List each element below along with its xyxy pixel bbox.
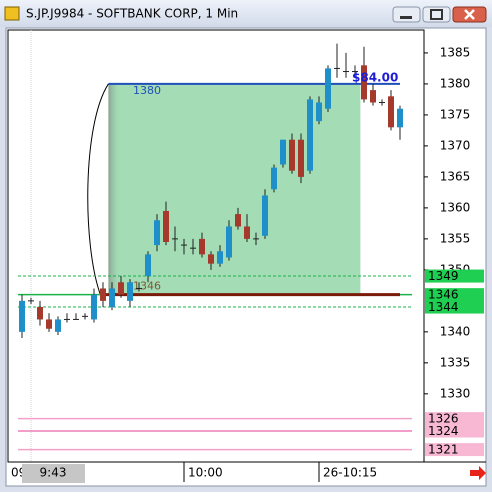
candle-body bbox=[100, 288, 106, 301]
level-label: 1321 bbox=[428, 443, 459, 457]
candle-body bbox=[271, 167, 277, 190]
candle-body bbox=[217, 251, 223, 264]
level-box bbox=[425, 424, 484, 438]
price-label: $84.00 bbox=[352, 70, 398, 84]
candle-body bbox=[46, 319, 52, 329]
level-box bbox=[425, 300, 484, 314]
close-glyph bbox=[464, 9, 475, 20]
y-tick-label: 1340 bbox=[440, 324, 471, 338]
x-tick-label: 10:00 bbox=[188, 466, 223, 480]
candle-body bbox=[145, 254, 151, 277]
scroll-arrow[interactable] bbox=[470, 466, 486, 480]
y-tick-label: 1365 bbox=[440, 169, 471, 183]
candle-body bbox=[91, 294, 97, 320]
candle-body bbox=[388, 96, 394, 128]
x-tick-label: 9:43 bbox=[40, 466, 67, 480]
zone-low-label: 1346 bbox=[133, 280, 161, 293]
candle-body bbox=[361, 65, 367, 100]
candle-body bbox=[316, 102, 322, 122]
maximize-button[interactable] bbox=[422, 6, 451, 23]
candle-body bbox=[127, 282, 133, 301]
zone-high-label: 1380 bbox=[133, 84, 161, 97]
level-label: 1344 bbox=[428, 300, 459, 314]
level-label: 1349 bbox=[428, 269, 459, 283]
y-tick-label: 1380 bbox=[440, 76, 471, 90]
minimize-glyph bbox=[400, 16, 412, 19]
candle-body bbox=[55, 319, 61, 332]
candle-body bbox=[325, 68, 331, 109]
level-box bbox=[425, 269, 484, 283]
y-tick-label: 1330 bbox=[440, 386, 471, 400]
level-box bbox=[425, 443, 484, 457]
window-icon bbox=[4, 6, 20, 21]
minimize-button[interactable] bbox=[392, 6, 421, 23]
candle-body bbox=[289, 139, 295, 171]
window-title: S.JP.J9984 - SOFTBANK CORP, 1 Min bbox=[26, 7, 238, 21]
candle-body bbox=[154, 220, 160, 246]
level-label: 1324 bbox=[428, 424, 459, 438]
x-tick-label: 26-10:15 bbox=[323, 466, 377, 480]
level-label: 1346 bbox=[428, 288, 459, 302]
candle-body bbox=[307, 99, 313, 171]
maximize-glyph bbox=[430, 9, 443, 20]
level-box bbox=[425, 412, 484, 426]
candle-body bbox=[280, 139, 286, 165]
candle-body bbox=[208, 254, 214, 264]
candle-body bbox=[244, 226, 250, 239]
y-tick-label: 1370 bbox=[440, 138, 471, 152]
candle-body bbox=[37, 307, 43, 320]
y-tick-label: 1335 bbox=[440, 355, 471, 369]
candle-body bbox=[397, 108, 403, 128]
candle-body bbox=[298, 139, 304, 177]
chart-layer: 1385138013751370136513601355135013401335… bbox=[11, 30, 484, 483]
candle-body bbox=[199, 238, 205, 255]
level-box bbox=[425, 288, 484, 302]
candle-body bbox=[19, 300, 25, 332]
y-tick-label: 1385 bbox=[440, 45, 471, 59]
y-tick-label: 1375 bbox=[440, 107, 471, 121]
candle-body bbox=[109, 288, 115, 308]
y-tick-label: 1360 bbox=[440, 200, 471, 214]
zone-arc bbox=[87, 83, 109, 295]
x-cursor-box bbox=[22, 464, 85, 483]
candle-body bbox=[370, 90, 376, 103]
level-label: 1326 bbox=[428, 412, 459, 426]
candle-body bbox=[118, 282, 124, 295]
y-tick-label: 1355 bbox=[440, 231, 471, 245]
candle-body bbox=[163, 210, 169, 242]
candle-body bbox=[226, 226, 232, 258]
zone-shadow bbox=[108, 83, 121, 295]
candle-body bbox=[235, 214, 241, 227]
candle-body bbox=[262, 195, 268, 236]
